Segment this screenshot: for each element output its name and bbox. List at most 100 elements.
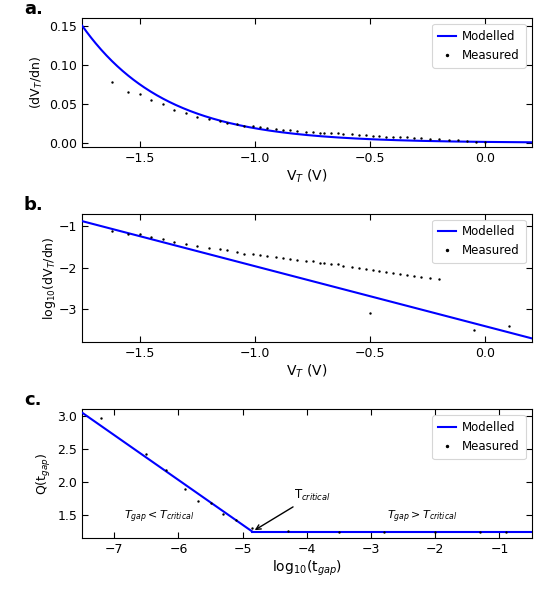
Point — [108, 226, 117, 236]
Point — [239, 249, 248, 258]
Point — [463, 136, 471, 146]
Point — [180, 484, 189, 493]
Point — [382, 267, 391, 277]
Point — [320, 258, 329, 267]
Point — [301, 127, 310, 137]
Point — [223, 118, 232, 127]
Point — [472, 138, 481, 147]
Point — [335, 527, 344, 536]
Point — [283, 526, 292, 536]
Point — [135, 89, 144, 99]
Point — [204, 243, 213, 252]
Point — [285, 255, 294, 264]
Point — [416, 133, 425, 143]
Point — [375, 266, 384, 276]
Point — [416, 272, 425, 282]
Point — [361, 130, 370, 140]
Point — [278, 254, 287, 263]
Legend: Modelled, Measured: Modelled, Measured — [432, 24, 526, 68]
Point — [347, 129, 356, 139]
Point — [504, 321, 513, 331]
Point — [389, 268, 398, 277]
Point — [431, 527, 439, 536]
Point — [410, 271, 419, 281]
Point — [403, 133, 412, 142]
Point — [396, 269, 404, 279]
Point — [216, 116, 225, 126]
Point — [158, 234, 167, 243]
Point — [410, 133, 419, 143]
Point — [255, 251, 264, 260]
Point — [193, 242, 202, 251]
X-axis label: V$_T$ (V): V$_T$ (V) — [286, 363, 328, 380]
Point — [232, 515, 241, 524]
Point — [389, 132, 398, 141]
Point — [368, 131, 377, 141]
Point — [232, 247, 241, 257]
Point — [161, 465, 170, 475]
Point — [206, 498, 215, 508]
Point — [219, 509, 228, 518]
Point — [204, 115, 213, 124]
Point — [147, 232, 156, 242]
Point — [334, 260, 342, 269]
Point — [223, 245, 232, 255]
Point — [481, 138, 490, 147]
Point — [97, 413, 106, 423]
Point — [347, 262, 356, 271]
X-axis label: V$_T$ (V): V$_T$ (V) — [286, 167, 328, 185]
Point — [239, 121, 248, 130]
Text: a.: a. — [24, 0, 43, 18]
Y-axis label: log$_{10}$(dV$_T$/dn): log$_{10}$(dV$_T$/dn) — [41, 236, 58, 320]
Point — [124, 87, 133, 97]
Point — [355, 263, 363, 273]
Text: T$_{critical}$: T$_{critical}$ — [256, 487, 331, 529]
Point — [375, 131, 384, 141]
Point — [366, 308, 375, 318]
Point — [255, 123, 264, 132]
Point — [285, 126, 294, 135]
Point — [142, 450, 151, 459]
Point — [426, 134, 435, 144]
Point — [292, 126, 301, 136]
Point — [476, 527, 484, 536]
Point — [216, 244, 225, 254]
Point — [403, 270, 412, 280]
Point — [361, 264, 370, 273]
Legend: Modelled, Measured: Modelled, Measured — [432, 416, 526, 459]
Point — [181, 108, 190, 118]
Legend: Modelled, Measured: Modelled, Measured — [432, 219, 526, 263]
Point — [327, 260, 335, 269]
Point — [470, 325, 478, 335]
Text: $T_{gap} < T_{critical}$: $T_{gap} < T_{critical}$ — [124, 508, 195, 525]
Point — [248, 249, 257, 259]
Point — [426, 273, 435, 283]
Y-axis label: (dV$_T$/dn): (dV$_T$/dn) — [29, 56, 45, 109]
Point — [232, 119, 241, 129]
Point — [278, 125, 287, 135]
Text: b.: b. — [24, 196, 43, 213]
Point — [355, 130, 363, 140]
Point — [309, 257, 317, 266]
Point — [301, 257, 310, 266]
Point — [320, 128, 329, 138]
Point — [309, 127, 317, 137]
Point — [262, 251, 271, 261]
Point — [124, 229, 133, 239]
Point — [158, 99, 167, 109]
Y-axis label: Q(t$_{gap}$): Q(t$_{gap}$) — [35, 453, 53, 495]
Point — [248, 523, 256, 533]
Point — [380, 527, 389, 536]
Point — [292, 255, 301, 265]
Point — [271, 252, 280, 262]
Point — [501, 527, 510, 536]
Point — [435, 274, 444, 284]
Point — [382, 132, 391, 141]
Point — [193, 112, 202, 122]
Point — [262, 123, 271, 133]
Point — [368, 265, 377, 274]
Point — [170, 105, 179, 115]
Point — [444, 135, 453, 145]
Text: c.: c. — [24, 392, 41, 410]
Point — [315, 258, 324, 267]
